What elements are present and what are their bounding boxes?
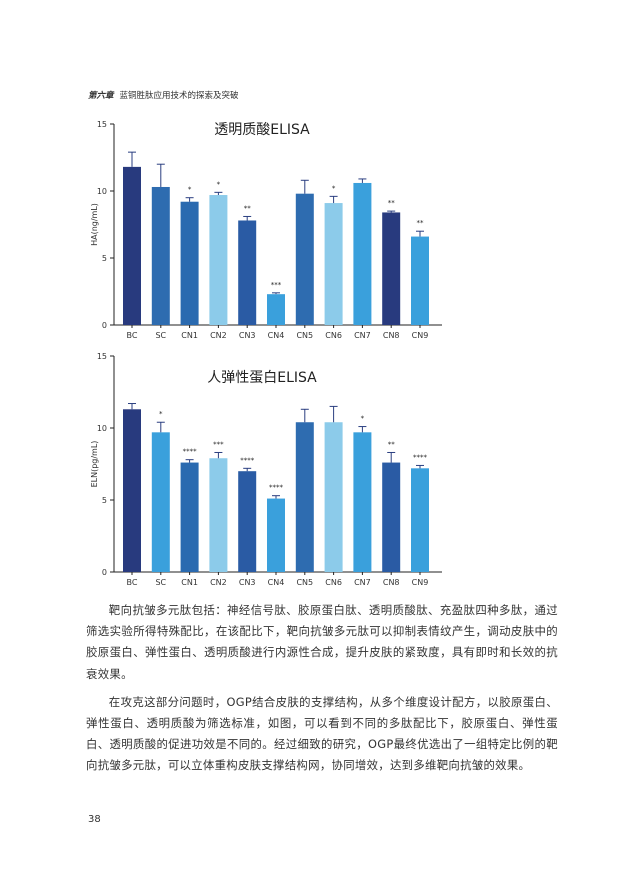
significance-CN6: * bbox=[332, 184, 336, 192]
bar-BC bbox=[123, 409, 141, 572]
significance-SC: * bbox=[159, 410, 163, 418]
significance-CN4: *** bbox=[271, 281, 282, 289]
bar-SC bbox=[151, 186, 170, 325]
significance-CN8: ** bbox=[388, 199, 396, 207]
chart-elastin-elisa: 人弹性蛋白ELISA 0 5 10 15 ELN(pg/mL) BC * SC **** CN1 **… bbox=[80, 345, 450, 590]
y-tick-label: 15 bbox=[97, 352, 107, 361]
x-tick-label: CN2 bbox=[210, 331, 227, 340]
x-tick-label: BC bbox=[127, 578, 138, 587]
x-tick-label: CN4 bbox=[268, 578, 285, 587]
x-tick-label: CN6 bbox=[325, 578, 342, 587]
bar-CN8 bbox=[382, 212, 401, 325]
x-tick-label: SC bbox=[155, 331, 166, 340]
y-axis-label: ELN(pg/mL) bbox=[90, 441, 99, 488]
bar-CN1 bbox=[180, 462, 199, 572]
chart-svg: 人弹性蛋白ELISA051015ELN(pg/mL)BC*SC****CN1**… bbox=[90, 352, 442, 587]
page-number: 38 bbox=[88, 814, 101, 825]
bar-CN7 bbox=[353, 432, 372, 572]
bar-CN3 bbox=[238, 220, 257, 325]
bar-CN9 bbox=[411, 468, 429, 572]
y-tick-label: 5 bbox=[102, 254, 107, 263]
chapter-label: 第六章 bbox=[88, 91, 114, 101]
x-tick-label: CN5 bbox=[296, 331, 313, 340]
bar-CN4 bbox=[267, 294, 285, 325]
y-tick-label: 10 bbox=[97, 424, 107, 433]
y-tick-label: 10 bbox=[97, 187, 107, 196]
x-tick-label: CN9 bbox=[412, 331, 429, 340]
significance-CN3: **** bbox=[240, 456, 255, 464]
bar-CN2 bbox=[209, 195, 228, 325]
paragraph-1: 靶向抗皱多元肽包括：神经信号肽、胶原蛋白肽、透明质酸肽、充盈肽四种多肽，通过筛选… bbox=[86, 603, 558, 681]
chapter-title: 蓝铜胜肽应用技术的探索及突破 bbox=[119, 91, 239, 101]
significance-CN7: * bbox=[361, 415, 365, 423]
significance-CN3: ** bbox=[244, 204, 252, 212]
y-tick-label: 15 bbox=[97, 120, 107, 129]
bar-CN5 bbox=[295, 193, 314, 325]
bar-BC bbox=[123, 166, 141, 325]
x-tick-label: BC bbox=[127, 331, 138, 340]
significance-CN8: ** bbox=[388, 440, 396, 448]
page-header: 第六章 蓝铜胜肽应用技术的探索及突破 bbox=[88, 89, 239, 101]
body-text: 靶向抗皱多元肽包括：神经信号肽、胶原蛋白肽、透明质酸肽、充盈肽四种多肽，通过筛选… bbox=[86, 600, 558, 777]
x-tick-label: CN1 bbox=[181, 331, 198, 340]
significance-CN1: **** bbox=[183, 448, 198, 456]
bar-CN1 bbox=[180, 201, 199, 325]
x-tick-label: CN1 bbox=[181, 578, 198, 587]
significance-CN4: **** bbox=[269, 484, 284, 492]
x-tick-label: CN2 bbox=[210, 578, 227, 587]
bar-CN6 bbox=[324, 422, 343, 572]
x-tick-label: CN8 bbox=[383, 578, 400, 587]
bar-CN8 bbox=[382, 462, 401, 572]
bar-CN7 bbox=[353, 182, 372, 325]
bar-SC bbox=[151, 432, 170, 572]
x-tick-label: CN3 bbox=[239, 331, 256, 340]
chart-svg: 透明质酸ELISA 0 5 10 15 HA(ng/mL) BC SC * CN1 * CN2 ** CN… bbox=[90, 120, 442, 340]
y-tick-label: 5 bbox=[102, 496, 107, 505]
chart-title: 人弹性蛋白ELISA bbox=[207, 370, 317, 386]
x-tick-label: CN6 bbox=[325, 331, 342, 340]
x-tick-label: CN5 bbox=[296, 578, 313, 587]
bar-CN2 bbox=[209, 458, 228, 572]
x-tick-label: CN4 bbox=[268, 331, 285, 340]
significance-CN2: *** bbox=[213, 440, 224, 448]
bar-CN4 bbox=[267, 498, 285, 572]
x-tick-label: CN3 bbox=[239, 578, 256, 587]
x-tick-label: CN9 bbox=[412, 578, 429, 587]
paragraph-2: 在攻克这部分问题时，OGP结合皮肤的支撑结构，从多个维度设计配方，以胶原蛋白、弹… bbox=[86, 694, 558, 773]
chart-hyaluronic-acid-elisa: 透明质酸ELISA 0 5 10 15 HA(ng/mL) BC SC * CN1 * CN2 ** CN… bbox=[80, 112, 450, 347]
x-tick-label: SC bbox=[155, 578, 166, 587]
bar-CN6 bbox=[324, 203, 343, 325]
chart-title: 透明质酸ELISA bbox=[214, 122, 310, 138]
significance-CN2: * bbox=[217, 180, 221, 188]
bar-CN5 bbox=[295, 422, 314, 572]
x-tick-label: CN8 bbox=[383, 331, 400, 340]
x-tick-label: CN7 bbox=[354, 578, 371, 587]
significance-CN9: ** bbox=[417, 219, 425, 227]
bar-CN3 bbox=[238, 471, 257, 572]
y-axis-label: HA(ng/mL) bbox=[90, 203, 99, 246]
y-tick-label: 0 bbox=[102, 321, 107, 330]
x-tick-label: CN7 bbox=[354, 331, 371, 340]
significance-CN9: **** bbox=[413, 453, 428, 461]
significance-CN1: * bbox=[188, 186, 192, 194]
y-tick-label: 0 bbox=[102, 568, 107, 577]
bar-CN9 bbox=[411, 236, 429, 325]
